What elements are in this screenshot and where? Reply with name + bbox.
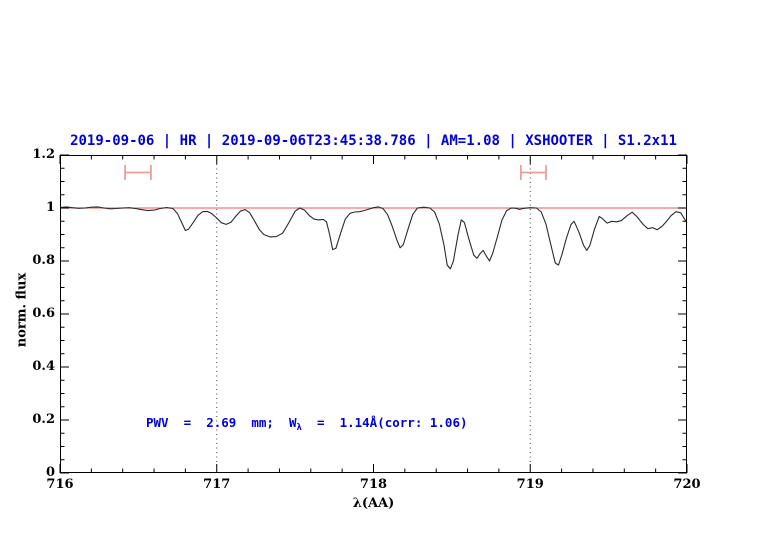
pwv-annotation-subscript: λ	[296, 423, 302, 433]
y-tick-label: 1.2	[32, 147, 55, 162]
y-tick-label: 0.8	[32, 253, 55, 268]
spectrum-line	[59, 206, 688, 270]
y-tick-label: 0	[45, 465, 55, 480]
plot-area: PWV = 2.69 mm; Wλ = 1.14Å(corr: 1.06)	[59, 154, 688, 474]
x-tick-label: 720	[673, 477, 701, 492]
x-tick-label: 716	[46, 477, 74, 492]
plot-title: 2019-09-06 | HR | 2019-09-06T23:45:38.78…	[70, 133, 677, 149]
pwv-annotation-suffix: = 1.14Å(corr: 1.06)	[301, 415, 468, 430]
y-tick-label: 0.6	[32, 306, 55, 321]
y-tick-label: 1	[45, 200, 55, 215]
y-tick-label: 0.2	[32, 412, 55, 427]
x-tick-label: 719	[516, 477, 544, 492]
x-axis-label: λ(AA)	[352, 496, 395, 511]
x-tick-label: 718	[359, 477, 388, 492]
x-tick-label: 717	[203, 477, 231, 492]
plot-frame	[60, 155, 687, 473]
spectrum-canvas	[59, 154, 688, 474]
pwv-annotation: PWV = 2.69 mm; Wλ = 1.14Å(corr: 1.06)	[146, 415, 468, 436]
pwv-annotation-prefix: PWV = 2.69 mm; W	[146, 415, 297, 430]
y-tick-label: 0.4	[32, 359, 55, 374]
